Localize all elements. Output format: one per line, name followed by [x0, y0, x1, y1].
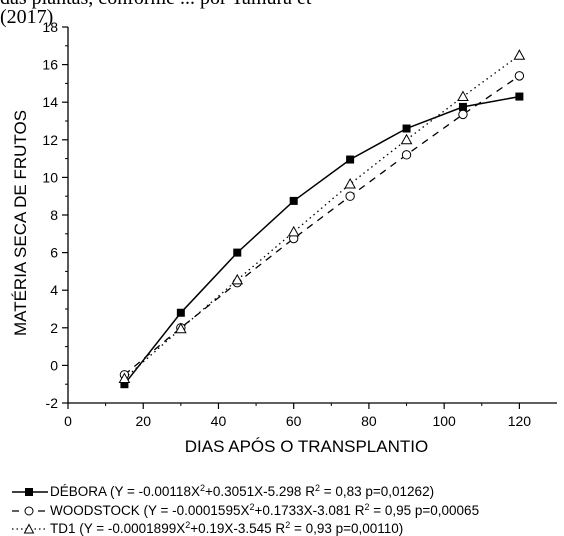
y-tick-label-16: 16 [42, 57, 58, 73]
x-tick-label-120: 120 [508, 413, 532, 429]
legend-entry-debora: DÉBORA (Y = -0.00118X2+0.3051X-5.298 R2 … [10, 484, 434, 499]
legend-symbol-debora [12, 488, 48, 497]
data-point-d-bora-90 [402, 124, 411, 133]
x-tick-label-100: 100 [432, 413, 456, 429]
y-tick-label-2: 2 [50, 320, 58, 336]
data-point-td1-75 [344, 177, 356, 189]
x-tick-label-20: 20 [135, 413, 151, 429]
y-axis-label: MATÉRIA SECA DE FRUTOS [11, 110, 30, 336]
x-tick-label-40: 40 [211, 413, 227, 429]
y-tick-label-12: 12 [42, 132, 58, 148]
cropped-paragraph-text: das plantas, conforme ... por Tamura et … [0, 0, 311, 29]
x-tick-label-60: 60 [286, 413, 302, 429]
series-line-td1 [123, 54, 520, 380]
data-point-td1-120 [513, 49, 526, 60]
data-point-woodstock-120 [514, 71, 525, 81]
x-tick-label-80: 80 [361, 413, 377, 429]
legend-symbol-td1 [12, 523, 48, 534]
data-point-d-bora-15 [120, 380, 129, 389]
y-tick-label-10: 10 [42, 169, 58, 185]
y-tick-label-6: 6 [50, 245, 58, 261]
data-point-td1-90 [400, 133, 413, 145]
legend-text-woodstock: WOODSTOCK (Y = -0.0001595X2+0.1733X-3.08… [50, 502, 480, 519]
y-tick-label-8: 8 [50, 207, 58, 223]
data-point-d-bora-45 [233, 248, 242, 257]
data-point-d-bora-60 [289, 196, 298, 205]
y-tick-label-18: 18 [42, 19, 58, 35]
y-tick-label-14: 14 [42, 94, 58, 110]
data-point-woodstock-90 [401, 150, 412, 160]
legend-symbol-woodstock [12, 506, 48, 516]
x-axis-label: DIAS APÓS O TRANSPLANTIO [185, 437, 428, 456]
data-point-td1-15 [118, 372, 131, 384]
legend-entry-woodstock: WOODSTOCK (Y = -0.0001595X2+0.1733X-3.08… [10, 503, 479, 518]
data-point-td1-30 [174, 322, 187, 334]
y-tick-label-0: 0 [50, 357, 58, 373]
data-point-woodstock-75 [345, 191, 355, 201]
top-text-line1: das plantas, conforme ... por Tamura et [0, 0, 311, 10]
data-point-d-bora-30 [176, 308, 185, 317]
data-point-td1-105 [457, 90, 469, 102]
data-point-td1-45 [231, 273, 244, 285]
top-text-line2: (2017) [0, 6, 54, 28]
y-tick-label-4: 4 [50, 282, 58, 298]
data-point-d-bora-75 [346, 155, 355, 164]
legend-text-debora: DÉBORA (Y = -0.00118X2+0.3051X-5.298 R2 … [50, 483, 435, 500]
data-point-d-bora-120 [515, 92, 524, 101]
data-point-woodstock-105 [458, 109, 468, 120]
legend-text-td1: TD1 (Y = -0.0001899X2+0.19X-3.545 R2 = 0… [50, 520, 404, 536]
series-line-d-bora [123, 95, 520, 385]
data-point-d-bora-105 [458, 102, 467, 111]
data-point-td1-60 [287, 225, 300, 237]
series-line-woodstock [123, 75, 520, 376]
legend-entry-td1: TD1 (Y = -0.0001899X2+0.19X-3.545 R2 = 0… [10, 521, 403, 536]
x-tick-label-0: 0 [64, 413, 72, 429]
y-tick-label--2: -2 [46, 395, 59, 411]
